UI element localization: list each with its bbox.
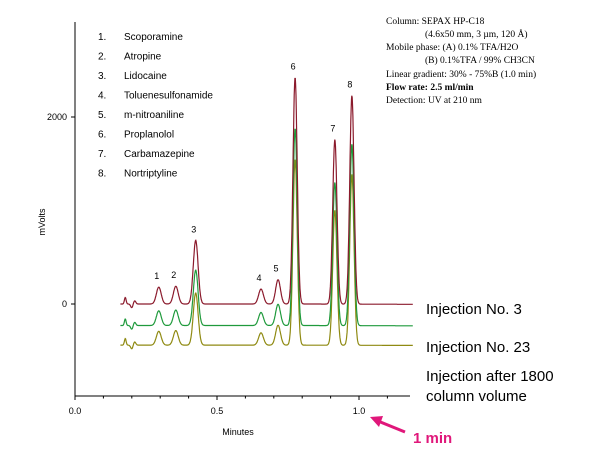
compound-number: 8. xyxy=(98,169,106,180)
compound-name: Lidocaine xyxy=(124,71,167,82)
compound-name: Carbamazepine xyxy=(124,149,195,160)
condition-line: Mobile phase: (A) 0.1% TFA/H2O xyxy=(386,42,519,53)
condition-line: (B) 0.1%TFA / 99% CH3CN xyxy=(425,55,535,66)
injection-legend: Injection No. 3 Injection No. 23 Injecti… xyxy=(426,301,554,405)
legend-injection-23: Injection No. 23 xyxy=(426,339,530,356)
compound-number: 1. xyxy=(98,32,106,43)
compound-number: 4. xyxy=(98,91,106,102)
compound-name: m-nitroaniline xyxy=(124,110,184,121)
x-tick-label: 1.0 xyxy=(353,406,366,416)
peak-label: 2 xyxy=(171,270,176,280)
condition-line: Column: SEPAX HP-C18 xyxy=(386,17,485,27)
compound-name: Scoporamine xyxy=(124,32,183,43)
compound-name: Atropine xyxy=(124,52,162,63)
peak-label: 6 xyxy=(291,62,296,72)
scale-label: 1 min xyxy=(413,430,452,447)
peak-label: 5 xyxy=(274,264,279,274)
peak-label: 3 xyxy=(191,224,196,234)
compound-number: 5. xyxy=(98,110,106,121)
condition-line: Detection: UV at 210 nm xyxy=(386,96,482,106)
condition-line: Flow rate: 2.5 ml/min xyxy=(386,83,474,93)
compound-name: Nortriptyline xyxy=(124,169,178,180)
y-axis-title: mVolts xyxy=(37,208,47,236)
y-tick-label: 2000 xyxy=(47,112,67,122)
scale-arrow xyxy=(377,419,406,434)
condition-line: Linear gradient: 30% - 75%B (1.0 min) xyxy=(386,69,536,80)
y-tick-label: 0 xyxy=(62,299,67,309)
peak-label: 1 xyxy=(154,271,159,281)
conditions-box: Column: SEPAX HP-C18 (4.6x50 mm, 3 µm, 1… xyxy=(386,17,536,106)
peak-label: 7 xyxy=(330,123,335,133)
peak-label: 8 xyxy=(347,79,352,89)
legend-injection-1800: Injection after 1800 xyxy=(426,368,554,385)
scale-arrow-head xyxy=(370,416,383,427)
legend-injection-1800: column volume xyxy=(426,388,527,405)
compound-legend: 1. Scoporamine 2. Atropine 3. Lidocaine 4. Tolu… xyxy=(98,32,213,180)
compound-number: 6. xyxy=(98,130,106,141)
compound-name: Proplanolol xyxy=(124,130,174,141)
legend-injection-3: Injection No. 3 xyxy=(426,301,522,318)
peak-label: 4 xyxy=(257,273,262,283)
compound-name: Toluenesulfonamide xyxy=(124,91,213,102)
compound-number: 2. xyxy=(98,52,106,63)
scale-annotation: 1 min xyxy=(370,416,452,447)
compound-number: 3. xyxy=(98,71,106,82)
x-axis-title: Minutes xyxy=(222,427,254,437)
x-tick-label: 0.0 xyxy=(69,406,82,416)
compound-number: 7. xyxy=(98,149,106,160)
condition-line: (4.6x50 mm, 3 µm, 120 Å) xyxy=(425,28,528,40)
x-tick-label: 0.5 xyxy=(211,406,224,416)
chromatogram-trace xyxy=(120,159,413,350)
chromatogram-trace xyxy=(120,128,413,330)
chromatogram-trace xyxy=(120,77,413,309)
